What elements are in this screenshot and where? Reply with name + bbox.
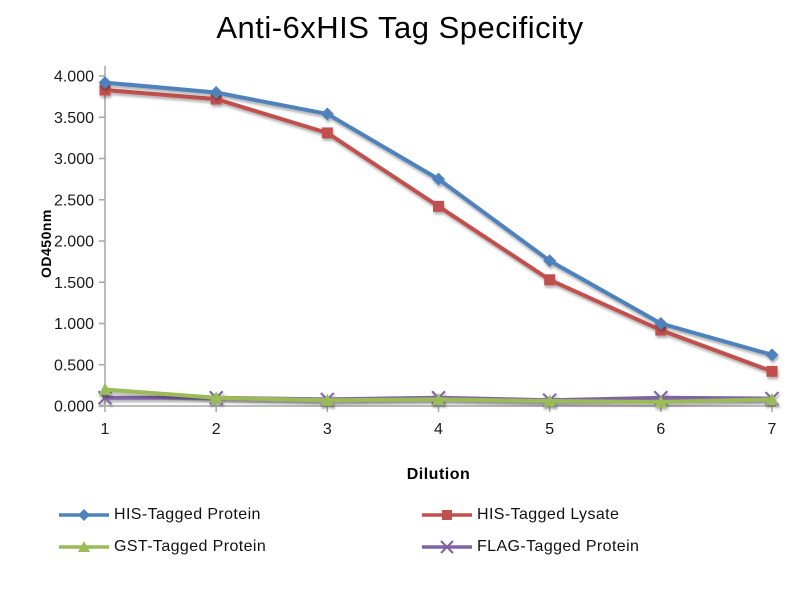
marker-diamond-his-tagged-protein [654, 317, 668, 330]
legend-label: HIS-Tagged Lysate [477, 506, 620, 523]
marker-triangle-gst-tagged-protein [654, 395, 668, 408]
legend-swatch-square-icon [422, 510, 472, 520]
legend-swatch-diamond-icon [59, 509, 109, 521]
marker-triangle-gst-tagged-protein [432, 392, 445, 405]
marker-square-his-tagged-lysate [544, 274, 556, 286]
marker-square-his-tagged-lysate [433, 200, 444, 212]
series-line-his-tagged-lysate [103, 88, 774, 374]
legend: HIS-Tagged Protein HIS-Tagged Lysate GST-T… [58, 506, 774, 556]
y-tick-label: 0.500 [54, 357, 94, 374]
legend-item-his-tagged-protein: HIS-Tagged Protein [58, 506, 411, 524]
legend-swatch-x-icon [422, 540, 472, 554]
series-his-tagged-protein [98, 76, 779, 362]
marker-diamond-his-tagged-protein [320, 107, 334, 121]
x-tick-label: 6 [656, 421, 665, 438]
marker-square-his-tagged-lysate [766, 365, 778, 377]
plot-area: 0.000 0.500 1.000 1.500 2.000 2.500 3.000 3.500… [54, 66, 780, 438]
chart-title: Anti-6xHIS Tag Specificity [216, 10, 584, 45]
x-tick-label: 7 [768, 421, 777, 438]
marker-square-his-tagged-lysate [99, 84, 111, 96]
marker-square-his-tagged-lysate [321, 127, 333, 139]
y-tick-label: 2.000 [54, 234, 94, 251]
marker-diamond-his-tagged-protein [432, 172, 445, 186]
y-tick-label: 1.000 [54, 316, 94, 333]
x-tick-label: 1 [101, 421, 110, 438]
marker-square-his-tagged-lysate [210, 93, 222, 105]
x-tick-label: 2 [212, 421, 221, 438]
y-tick-label: 3.500 [54, 110, 94, 127]
y-tick-label: 0.000 [54, 399, 94, 416]
legend-item-his-tagged-lysate: HIS-Tagged Lysate [421, 506, 774, 524]
legend-marker-diamond-icon [78, 509, 90, 521]
x-tick-label: 5 [545, 421, 554, 438]
legend-marker-triangle-icon [78, 541, 90, 552]
legend-item-gst-tagged-protein: GST-Tagged Protein [58, 538, 411, 556]
x-tick-label: 4 [434, 421, 443, 438]
legend-item-flag-tagged-protein: FLAG-Tagged Protein [421, 538, 774, 556]
y-tick-label: 3.000 [54, 151, 94, 168]
marker-triangle-gst-tagged-protein [765, 392, 779, 405]
marker-diamond-his-tagged-protein [98, 76, 112, 90]
x-axis-label: Dilution [406, 466, 471, 483]
legend-marker-square-icon [442, 510, 452, 520]
legend-label: FLAG-Tagged Protein [477, 538, 640, 555]
series-line-his-tagged-protein [103, 80, 774, 357]
marker-triangle-gst-tagged-protein [98, 383, 112, 395]
legend-label: HIS-Tagged Protein [114, 506, 261, 523]
marker-triangle-gst-tagged-protein [209, 391, 223, 404]
marker-triangle-gst-tagged-protein [543, 394, 557, 407]
y-tick-label: 1.500 [54, 275, 94, 292]
marker-diamond-his-tagged-protein [209, 86, 223, 99]
series-gst-tagged-protein [98, 383, 779, 408]
series-his-tagged-lysate [99, 84, 778, 377]
x-tick-label: 3 [323, 421, 332, 438]
legend-swatch-triangle-icon [59, 541, 109, 552]
marker-square-his-tagged-lysate [655, 324, 667, 336]
marker-diamond-his-tagged-protein [765, 348, 779, 362]
marker-triangle-gst-tagged-protein [320, 393, 334, 406]
y-tick-label: 2.500 [54, 192, 94, 209]
y-tick-label: 4.000 [54, 69, 94, 86]
legend-label: GST-Tagged Protein [114, 538, 267, 555]
legend-marker-x-icon [440, 540, 454, 554]
